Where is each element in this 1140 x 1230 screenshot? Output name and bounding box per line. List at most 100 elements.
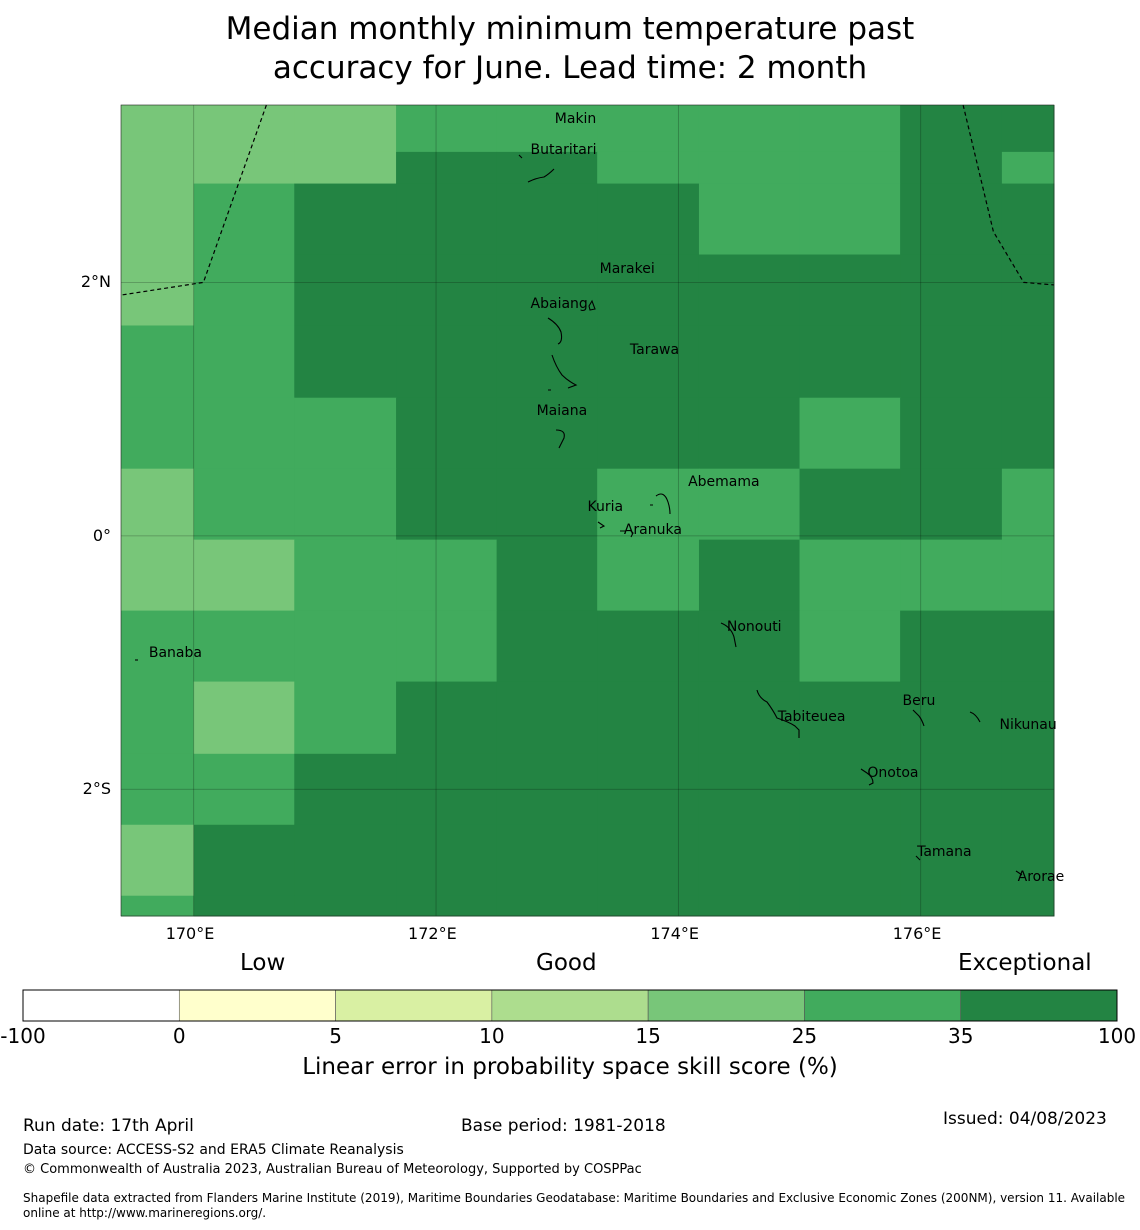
island-outline bbox=[547, 317, 563, 345]
skill-cell bbox=[496, 753, 598, 826]
island-outline bbox=[518, 154, 523, 159]
skill-cell bbox=[496, 539, 598, 612]
skill-cell bbox=[799, 895, 901, 917]
colorbar-tick-label: 25 bbox=[791, 1024, 818, 1048]
skill-cell bbox=[597, 895, 700, 917]
colorbar-tick-label: 100 bbox=[1097, 1024, 1137, 1048]
skill-cell bbox=[294, 895, 397, 917]
shapefile-credit-line-2: online at http://www.marineregions.org/. bbox=[23, 1206, 267, 1220]
base-period: Base period: 1981-2018 bbox=[461, 1116, 666, 1136]
skill-cell bbox=[294, 824, 397, 897]
skill-cell bbox=[396, 895, 498, 917]
skill-cell bbox=[799, 325, 901, 399]
longitude-tick-label: 170°E bbox=[165, 924, 215, 943]
island-outline bbox=[650, 493, 671, 515]
skill-cell bbox=[121, 183, 195, 256]
skill-cell bbox=[698, 753, 801, 826]
skill-cell bbox=[698, 325, 801, 399]
longitude-tick-label: 176°E bbox=[892, 924, 942, 943]
colorbar-tick-label: 35 bbox=[947, 1024, 974, 1048]
colorbar-segment bbox=[960, 989, 1118, 1022]
skill-cell bbox=[799, 610, 901, 683]
island-outline bbox=[527, 168, 555, 183]
skill-cell bbox=[698, 254, 801, 326]
skill-cell bbox=[121, 824, 195, 897]
skill-cell bbox=[1001, 151, 1055, 185]
category-good: Good bbox=[536, 950, 597, 976]
island-outline bbox=[756, 689, 800, 738]
skill-cell bbox=[597, 254, 700, 326]
skill-cell bbox=[193, 610, 295, 683]
island-label-kuria: Kuria bbox=[587, 498, 624, 515]
island-label-aranuka: Aranuka bbox=[623, 521, 682, 538]
skill-cell bbox=[294, 325, 397, 399]
skill-cell bbox=[396, 468, 498, 541]
skill-cell bbox=[597, 824, 700, 897]
island-outline bbox=[912, 709, 925, 727]
skill-cell bbox=[597, 681, 700, 755]
skill-cell bbox=[294, 105, 397, 153]
island-label-nonouti: Nonouti bbox=[726, 619, 782, 636]
skill-cell bbox=[396, 824, 498, 897]
skill-cell bbox=[799, 254, 901, 326]
skill-cell bbox=[597, 151, 700, 185]
island-label-abaiang: Abaiang bbox=[530, 296, 588, 313]
skill-cell bbox=[799, 539, 901, 612]
skill-cell bbox=[698, 895, 801, 917]
skill-cell bbox=[698, 468, 801, 541]
island-outline bbox=[860, 768, 874, 786]
island-label-marakei: Marakei bbox=[599, 260, 655, 277]
skill-cell bbox=[799, 824, 901, 897]
skill-cell bbox=[900, 151, 1003, 185]
skill-cell bbox=[900, 183, 1003, 256]
island-label-maiana: Maiana bbox=[536, 402, 588, 419]
skill-cell bbox=[900, 681, 1003, 755]
skill-cell bbox=[900, 895, 1003, 917]
skill-cell bbox=[193, 824, 295, 897]
island-outline bbox=[555, 429, 565, 449]
skill-cell bbox=[698, 539, 801, 612]
longitude-tick-label: 172°E bbox=[408, 924, 457, 943]
skill-cell bbox=[496, 824, 598, 897]
skill-cell bbox=[121, 105, 195, 153]
skill-cell bbox=[1001, 824, 1055, 897]
skill-cell bbox=[294, 610, 397, 683]
skill-cell bbox=[698, 610, 801, 683]
latitude-tick-label: 2°S bbox=[82, 779, 111, 799]
skill-cell bbox=[1001, 681, 1055, 755]
island-label-arorae: Arorae bbox=[1017, 868, 1065, 885]
colorbar-segment bbox=[647, 989, 805, 1022]
skill-cell bbox=[396, 610, 498, 683]
island-outline bbox=[588, 299, 596, 311]
colorbar bbox=[22, 989, 1118, 1022]
map-gridlines bbox=[121, 105, 1054, 916]
island-label-butaritari: Butaritari bbox=[530, 141, 597, 158]
map-frame bbox=[120, 104, 1055, 917]
skill-cell bbox=[193, 183, 295, 256]
skill-cell bbox=[1001, 539, 1055, 612]
latitude-tick-label: 0° bbox=[92, 525, 111, 545]
colorbar-tick-label: 10 bbox=[479, 1024, 505, 1048]
island-label-banaba: Banaba bbox=[148, 644, 202, 661]
skill-cell bbox=[294, 151, 397, 185]
colorbar-tick-label: 0 bbox=[172, 1024, 186, 1048]
colorbar-segment bbox=[22, 989, 180, 1022]
skill-cell bbox=[193, 254, 295, 326]
island-label-abemama: Abemama bbox=[688, 473, 760, 490]
skill-cell bbox=[396, 753, 498, 826]
skill-cell bbox=[396, 254, 498, 326]
island-label-tabiteuea: Tabiteuea bbox=[777, 709, 846, 726]
skill-cell bbox=[698, 105, 801, 153]
skill-cell bbox=[294, 681, 397, 755]
skill-cell bbox=[597, 753, 700, 826]
title-line-1: Median monthly minimum temperature past bbox=[225, 11, 915, 47]
skill-cell bbox=[121, 539, 195, 612]
island-label-tarawa: Tarawa bbox=[629, 341, 680, 358]
skill-cell bbox=[294, 539, 397, 612]
colorbar-title: Linear error in probability space skill … bbox=[302, 1054, 838, 1080]
skill-cell bbox=[121, 151, 195, 185]
skill-cell bbox=[1001, 105, 1055, 153]
skill-cell bbox=[121, 325, 195, 399]
skill-cell bbox=[396, 105, 498, 153]
